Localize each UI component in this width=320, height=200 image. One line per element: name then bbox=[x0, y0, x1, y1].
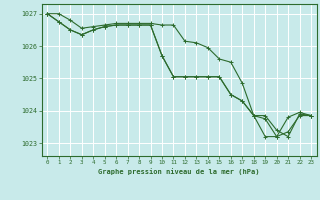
X-axis label: Graphe pression niveau de la mer (hPa): Graphe pression niveau de la mer (hPa) bbox=[99, 168, 260, 175]
